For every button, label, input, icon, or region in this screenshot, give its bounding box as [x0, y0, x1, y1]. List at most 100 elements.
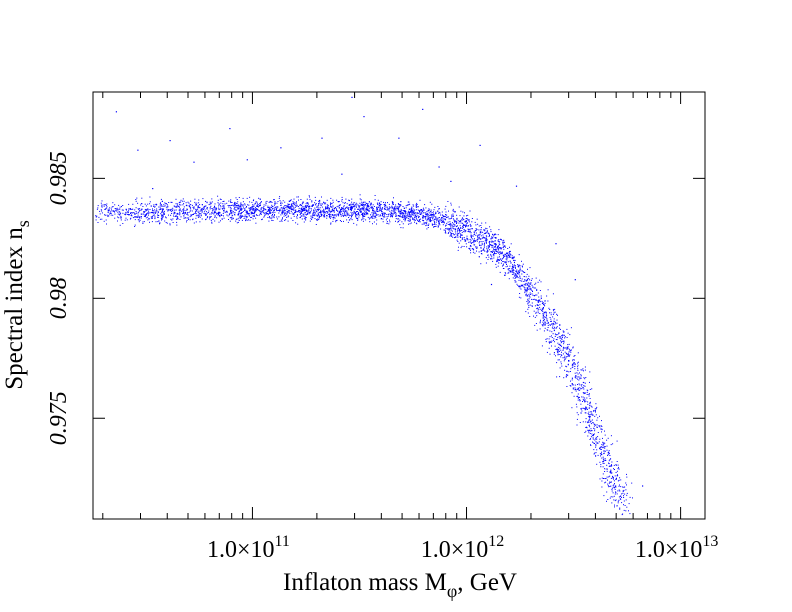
data-point: [551, 323, 553, 325]
data-point: [362, 216, 364, 218]
data-point: [277, 206, 279, 208]
data-point: [136, 217, 138, 218]
data-point: [247, 204, 249, 206]
data-point: [416, 206, 418, 208]
data-point: [263, 208, 265, 210]
data-point: [361, 204, 363, 206]
data-point: [394, 208, 396, 210]
data-point: [448, 229, 449, 231]
data-point: [161, 219, 162, 221]
data-point: [381, 209, 382, 211]
data-point: [238, 216, 240, 218]
data-point: [610, 469, 612, 471]
data-point: [245, 210, 247, 212]
data-point: [433, 213, 435, 215]
data-point: [360, 204, 362, 206]
data-point: [323, 215, 325, 217]
data-point: [579, 389, 581, 391]
data-point: [161, 216, 163, 218]
data-point: [559, 367, 561, 369]
data-point: [472, 248, 474, 249]
data-point: [566, 374, 567, 376]
data-point: [593, 449, 595, 451]
data-point: [498, 262, 500, 264]
data-point: [114, 217, 116, 219]
data-point: [350, 211, 352, 213]
data-point: [610, 477, 612, 479]
data-point: [599, 453, 601, 455]
data-point: [536, 300, 538, 301]
data-point: [470, 225, 472, 227]
data-point: [266, 200, 268, 202]
data-point: [328, 206, 330, 208]
data-point: [229, 214, 231, 216]
data-point: [451, 217, 453, 219]
data-point: [491, 251, 493, 252]
data-point: [386, 221, 388, 223]
data-point: [284, 201, 286, 203]
data-point: [278, 212, 280, 214]
data-point: [332, 201, 334, 203]
data-point: [120, 212, 122, 214]
data-point: [626, 473, 627, 475]
data-point: [152, 209, 153, 211]
data-point: [592, 441, 593, 443]
data-point: [601, 429, 603, 431]
data-point: [393, 212, 395, 214]
data-point: [509, 246, 510, 248]
data-point: [527, 300, 529, 301]
data-point: [343, 208, 345, 210]
data-point: [287, 220, 289, 222]
data-point: [450, 225, 452, 227]
data-point: [602, 462, 604, 464]
data-point: [336, 213, 338, 215]
outlier-point: [137, 149, 139, 151]
data-point: [470, 236, 472, 238]
data-point: [120, 215, 122, 217]
data-point: [442, 219, 444, 221]
data-point: [152, 216, 154, 218]
data-point: [530, 293, 531, 295]
data-point: [343, 220, 344, 222]
data-point: [105, 208, 106, 210]
data-point: [99, 210, 101, 212]
data-point: [534, 324, 536, 326]
data-point: [414, 212, 416, 214]
data-point: [585, 400, 587, 402]
data-point: [190, 209, 192, 211]
data-point: [620, 486, 622, 488]
data-point: [162, 208, 164, 210]
data-point: [457, 233, 459, 234]
data-point: [206, 207, 208, 208]
data-point: [438, 208, 440, 210]
data-point: [389, 210, 391, 212]
data-point: [112, 214, 114, 216]
data-point: [421, 209, 423, 210]
data-point: [579, 399, 581, 401]
data-point: [315, 224, 317, 225]
data-point: [555, 327, 557, 329]
data-point: [373, 221, 375, 223]
data-point: [156, 210, 158, 212]
data-point: [318, 219, 320, 220]
data-point: [342, 207, 344, 209]
data-point: [593, 427, 595, 429]
data-point: [332, 214, 334, 216]
data-point: [559, 324, 561, 326]
data-point: [450, 222, 452, 224]
data-point: [566, 370, 568, 372]
data-point: [507, 268, 509, 270]
data-point: [540, 281, 542, 283]
data-point: [579, 387, 581, 389]
data-point: [479, 245, 481, 246]
data-point: [104, 214, 105, 216]
data-point: [362, 220, 364, 222]
data-point: [577, 369, 579, 371]
data-point: [350, 206, 352, 208]
data-point: [206, 201, 208, 203]
data-point: [196, 202, 198, 204]
data-point: [416, 218, 418, 220]
data-point: [236, 218, 238, 220]
data-point: [438, 223, 440, 225]
data-point: [163, 205, 165, 207]
